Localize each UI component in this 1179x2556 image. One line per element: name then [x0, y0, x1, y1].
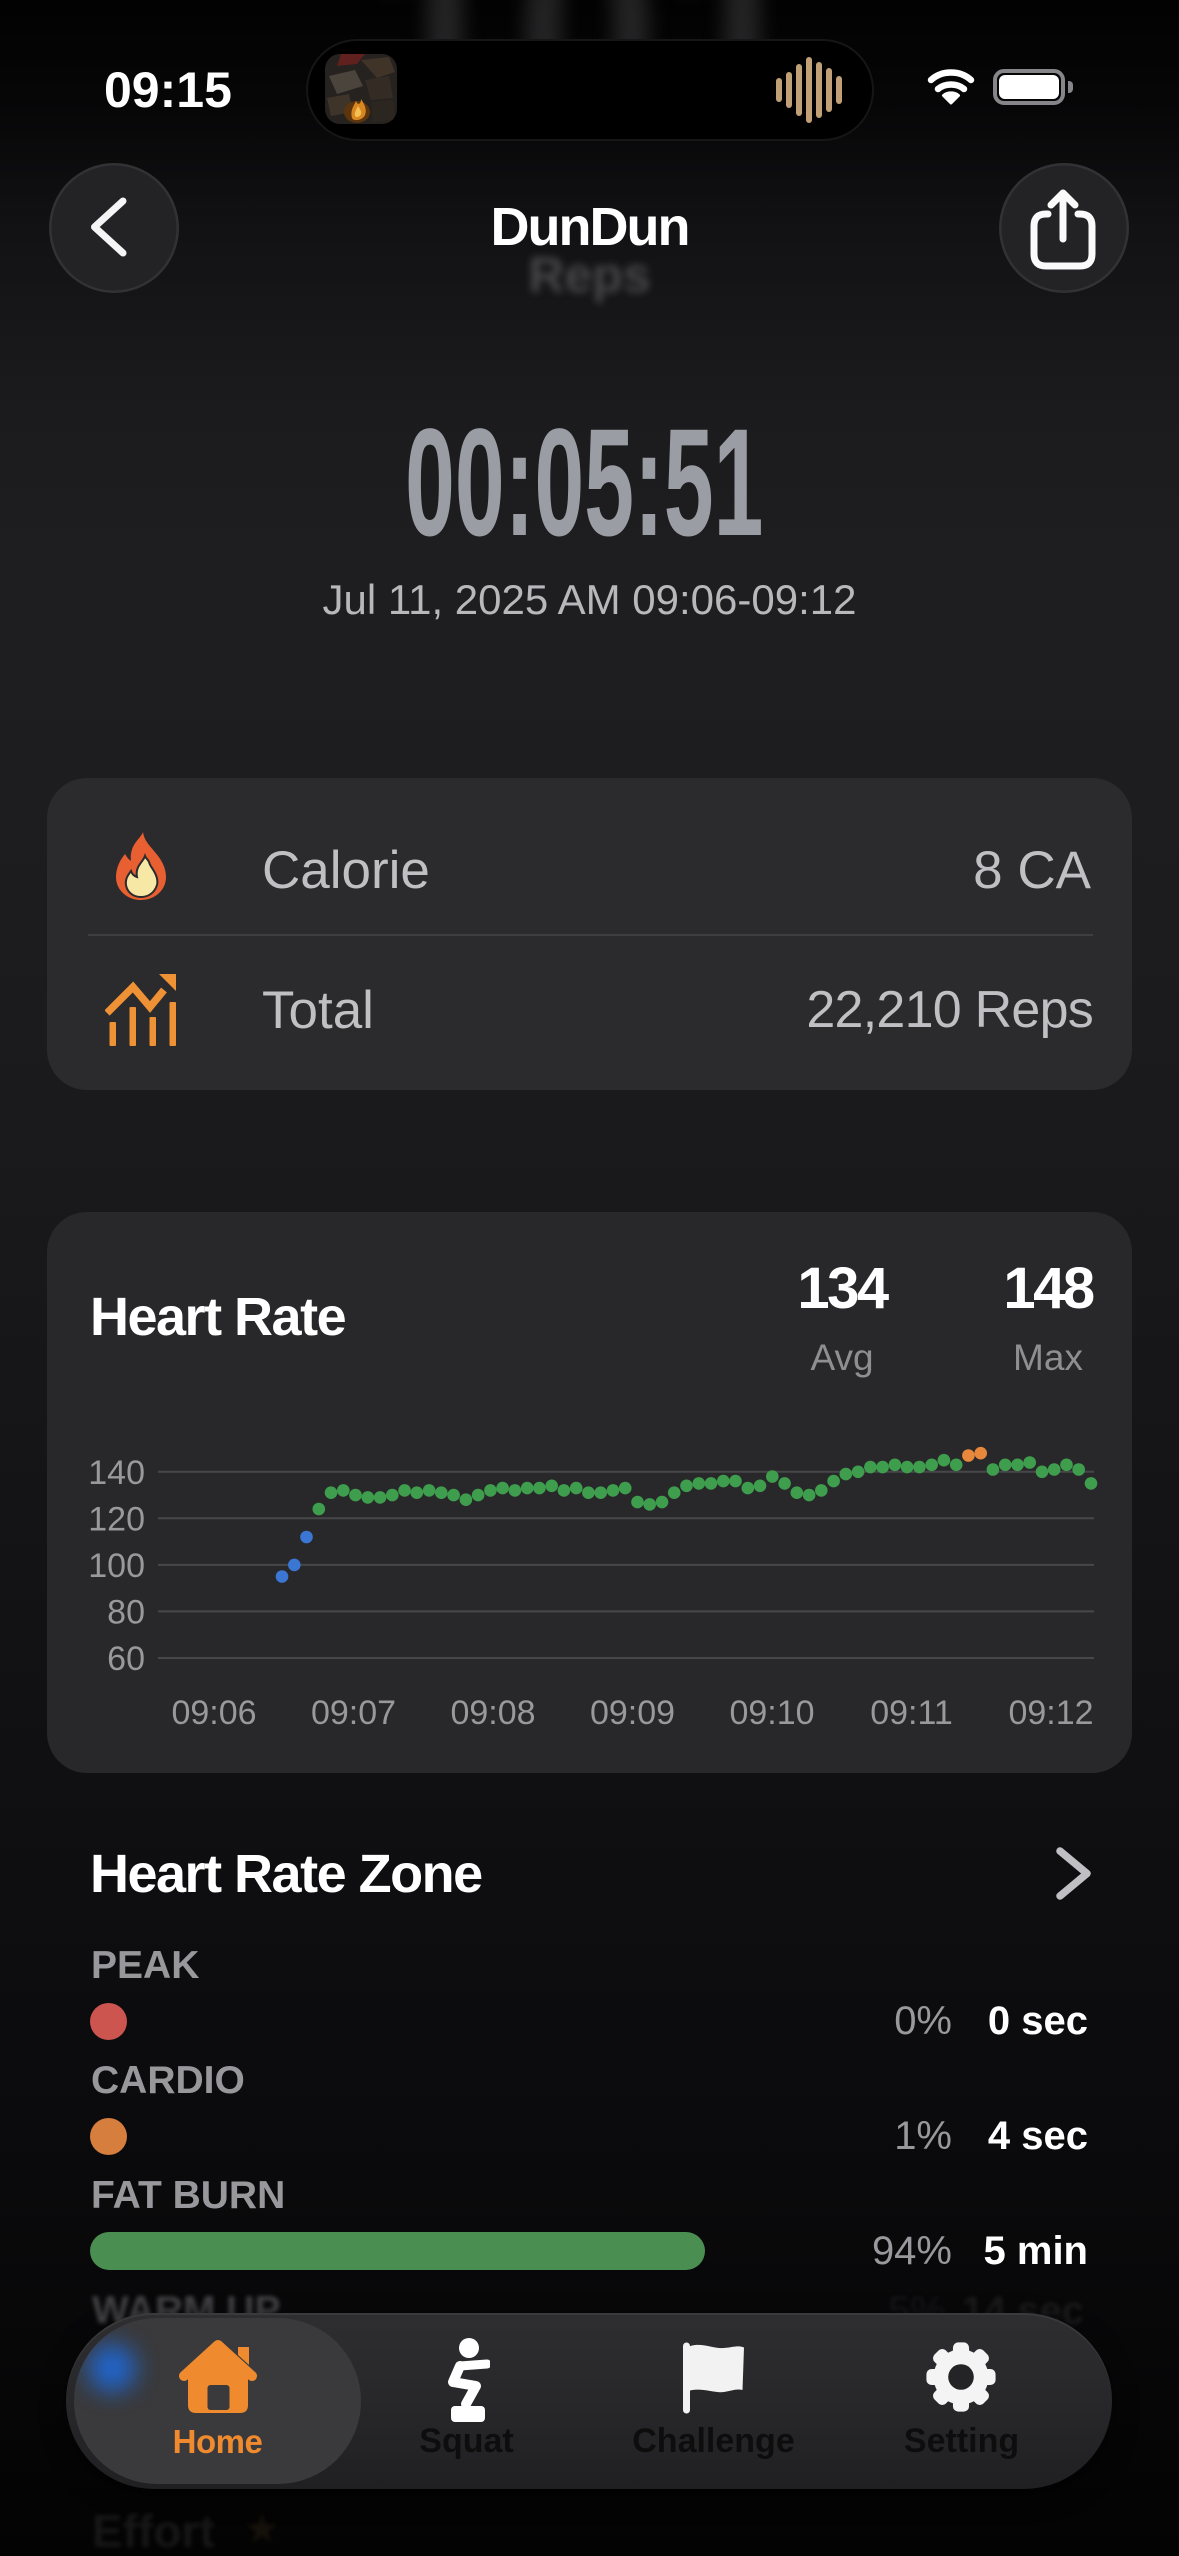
svg-text:140: 140: [88, 1454, 145, 1492]
svg-text:100: 100: [88, 1547, 145, 1585]
svg-text:120: 120: [88, 1500, 145, 1538]
svg-text:09:06: 09:06: [171, 1694, 256, 1732]
svg-text:09:09: 09:09: [590, 1694, 675, 1732]
svg-text:80: 80: [107, 1593, 145, 1631]
svg-text:09:10: 09:10: [729, 1694, 814, 1732]
svg-text:09:07: 09:07: [311, 1694, 396, 1732]
svg-text:09:12: 09:12: [1008, 1694, 1093, 1732]
svg-text:09:11: 09:11: [870, 1694, 953, 1732]
svg-text:09:08: 09:08: [450, 1694, 535, 1732]
svg-text:60: 60: [107, 1640, 145, 1678]
